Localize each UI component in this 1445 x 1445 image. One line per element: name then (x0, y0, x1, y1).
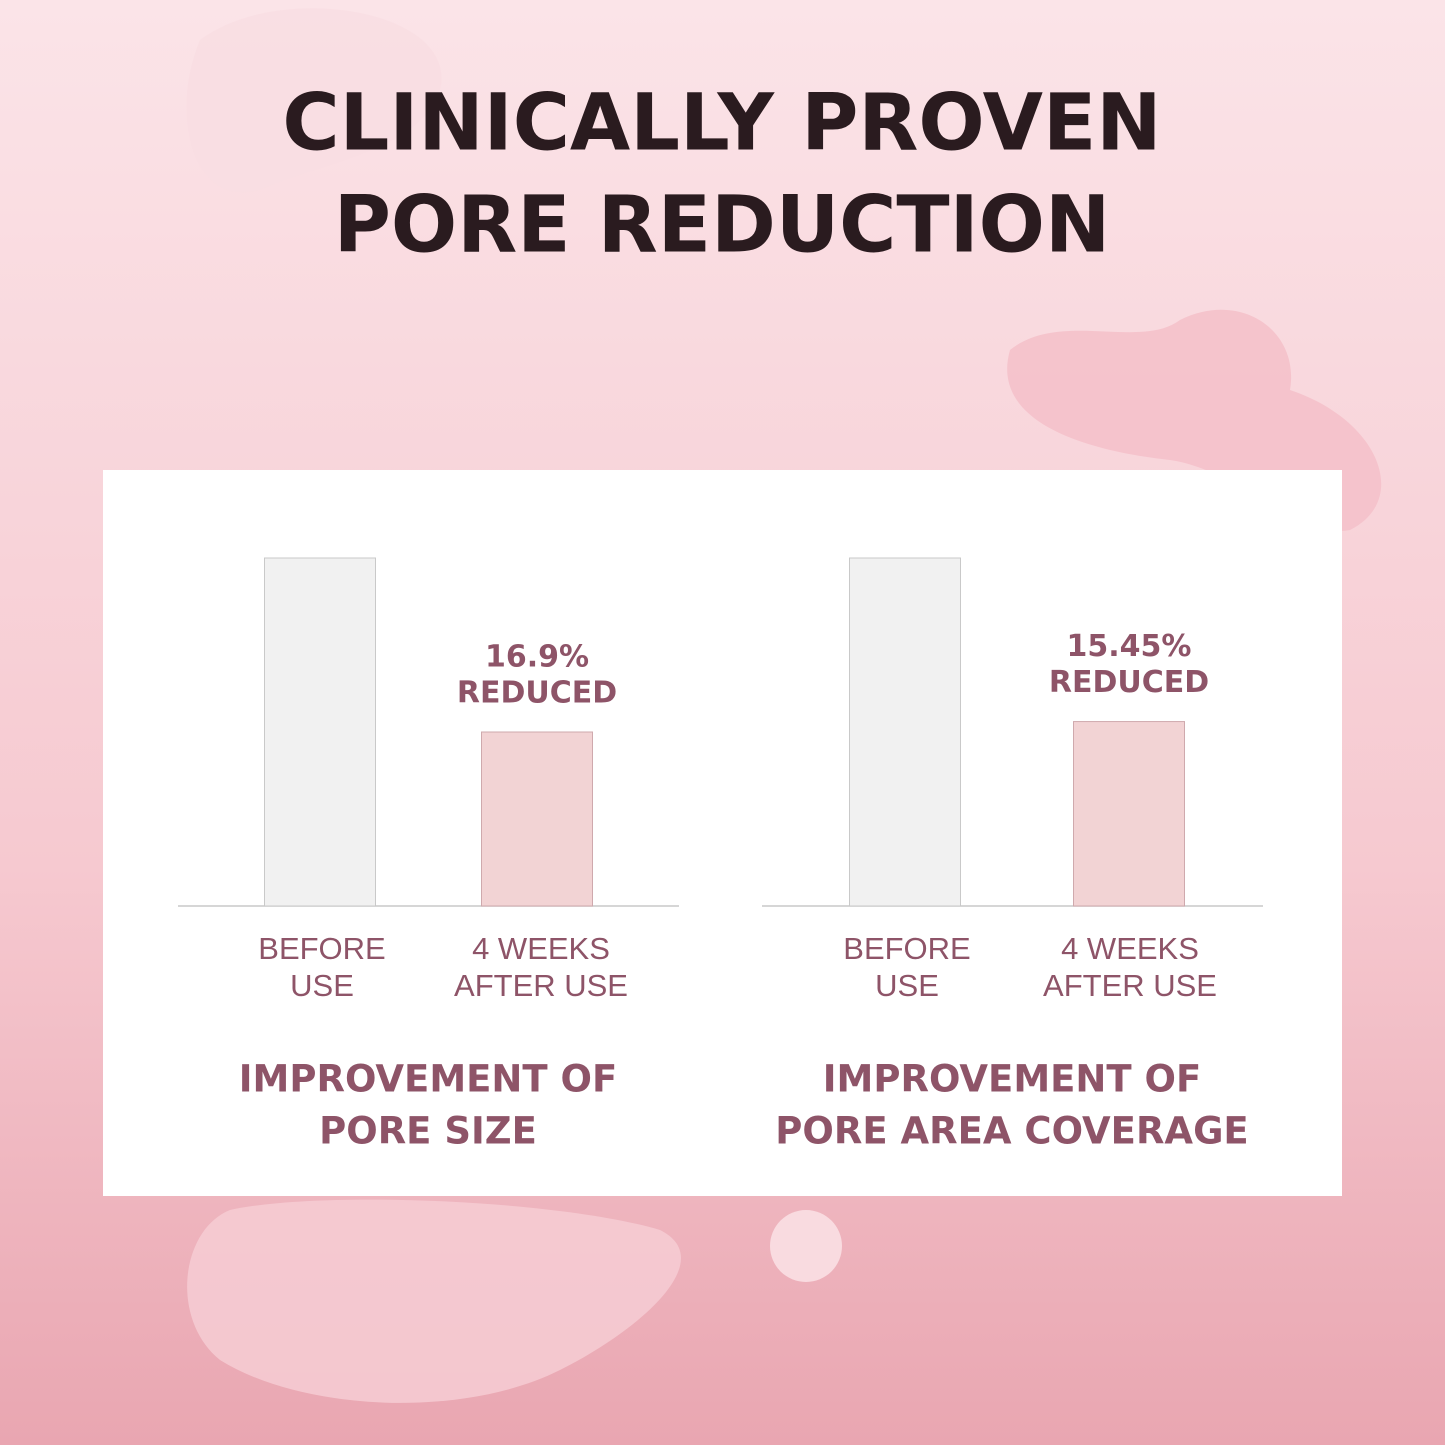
bar (481, 731, 593, 907)
bar (1073, 721, 1185, 907)
x-tick-label: USE (290, 968, 354, 1003)
data-annotation: REDUCED (457, 676, 617, 711)
data-annotation: REDUCED (1049, 665, 1209, 700)
chart-title: IMPROVEMENT OF (823, 1058, 1201, 1101)
title-line: CLINICALLY PROVEN (282, 78, 1161, 168)
gel-blob (186, 8, 442, 193)
gel-blob (187, 1199, 681, 1403)
x-tick-label: AFTER USE (1043, 968, 1217, 1003)
x-tick-label: BEFORE (843, 931, 970, 966)
data-annotation: 16.9% (485, 640, 589, 675)
title-line: PORE REDUCTION (334, 180, 1110, 270)
x-tick-label: USE (875, 968, 939, 1003)
bar (264, 557, 376, 907)
x-tick-label: 4 WEEKS (1061, 931, 1199, 966)
chart-title: PORE AREA COVERAGE (775, 1110, 1248, 1153)
bar (849, 557, 961, 907)
data-annotation: 15.45% (1067, 629, 1192, 664)
gel-drop (770, 1210, 842, 1282)
chart-title: PORE SIZE (319, 1110, 537, 1153)
x-tick-label: 4 WEEKS (472, 931, 610, 966)
x-tick-label: BEFORE (258, 931, 385, 966)
x-tick-label: AFTER USE (454, 968, 628, 1003)
chart-title: IMPROVEMENT OF (239, 1058, 617, 1101)
